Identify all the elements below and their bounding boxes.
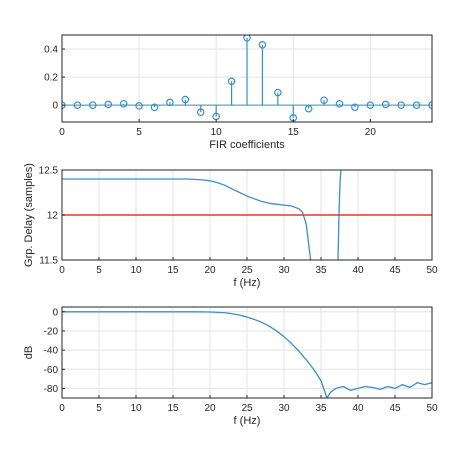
fir-x-tick-label: 10 (211, 127, 223, 138)
fir-stem-marker (135, 102, 143, 110)
magnitude-series-line-0 (62, 311, 432, 398)
grpdelay-x-tick-label: 20 (204, 265, 216, 276)
fir-y-tick-label: 0.4 (44, 45, 58, 56)
magnitude-x-tick-label: 35 (315, 403, 327, 414)
fir-coefficients-axes: 0 5 10 15 20 0 0.2 0.4 FIR coefficients (44, 34, 433, 151)
fir-y-tick-label: 0.2 (44, 73, 58, 84)
magnitude-y-tick-label: -20 (44, 326, 59, 337)
grpdelay-x-tick-label: 45 (389, 265, 401, 276)
fir-data (62, 35, 432, 122)
grpdelay-y-tick-label: 12.5 (39, 166, 59, 177)
fir-y-tick-label: 0 (52, 101, 58, 112)
grpdelay-y-tick-label: 11.5 (39, 256, 58, 267)
fir-axes-box (61, 34, 433, 123)
magnitude-x-tick-label: 0 (59, 403, 65, 414)
grpdelay-x-tick-label: 40 (352, 265, 364, 276)
grpdelay-series-line-0 (62, 178, 312, 260)
fir-x-tick-label: 20 (365, 127, 377, 138)
fir-stem-marker (62, 101, 66, 109)
grpdelay-series-line-1 (337, 170, 342, 260)
grpdelay-x-tick-label: 5 (96, 265, 102, 276)
fir-stem-marker (119, 99, 128, 108)
fir-stem-marker (366, 101, 375, 109)
fir-stem-marker (258, 41, 267, 49)
fir-stem-marker (412, 101, 421, 109)
magnitude-x-tick-label: 40 (352, 403, 364, 414)
fir-x-tick-label: 5 (136, 127, 142, 138)
fir-stem-marker (381, 100, 390, 109)
fir-stem-marker (227, 77, 236, 86)
magnitude-x-axis-label: f (Hz) (234, 415, 261, 427)
fir-stem-marker (104, 100, 113, 109)
fir-stem-marker (150, 103, 159, 112)
grpdelay-x-tick-label: 50 (426, 265, 438, 276)
fir-stem-marker (166, 98, 174, 107)
grpdelay-data (62, 170, 432, 260)
magnitude-x-tick-label: 15 (167, 403, 179, 414)
fir-x-axis-label: FIR coefficients (209, 139, 285, 151)
fir-stem-marker (181, 95, 190, 104)
grpdelay-x-axis-label: f (Hz) (234, 277, 261, 289)
magnitude-x-tick-label: 30 (278, 403, 290, 414)
magnitude-y-tick-label: -80 (44, 384, 59, 395)
magnitude-y-tick-label: -40 (44, 346, 59, 357)
magnitude-x-tick-label: 5 (96, 403, 102, 414)
fir-stem-marker (304, 104, 313, 113)
fir-stem-marker (73, 101, 82, 109)
fir-x-tick-label: 0 (59, 127, 65, 138)
grpdelay-x-tick-label: 0 (59, 265, 65, 276)
magnitude-x-tick-label: 10 (130, 403, 142, 414)
magnitude-x-tick-label: 20 (204, 403, 216, 414)
grpdelay-x-tick-label: 10 (130, 265, 142, 276)
fir-stem-marker (89, 101, 97, 109)
grpdelay-y-tick-label: 12 (47, 211, 59, 222)
magnitude-y-axis-label: dB (23, 346, 35, 359)
fir-stem-marker (335, 99, 344, 108)
group-delay-axes: 0 5 10 15 20 25 30 35 40 45 50 11.5 12 12.5 f (Hz) Grp.… (23, 163, 438, 289)
magnitude-x-tick-label: 45 (389, 403, 401, 414)
grpdelay-x-tick-label: 25 (241, 265, 253, 276)
magnitude-x-tick-label: 50 (426, 403, 438, 414)
fir-x-tick-label: 15 (288, 127, 300, 138)
magnitude-x-tick-label: 25 (241, 403, 253, 414)
magnitude-data (62, 311, 432, 398)
fir-stem-marker (196, 108, 205, 116)
fir-stem-marker (397, 101, 405, 109)
grpdelay-x-tick-label: 15 (167, 265, 179, 276)
magnitude-y-tick-label: -60 (44, 365, 59, 376)
fir-stem-marker (320, 96, 328, 105)
fir-stem-marker (351, 103, 359, 112)
fir-stem-marker (274, 88, 282, 97)
magnitude-response-axes: 0 5 10 15 20 25 30 35 40 45 50 0 -20 -40 -60 -80 f (Hz) d… (23, 306, 438, 427)
grpdelay-x-tick-label: 30 (278, 265, 290, 276)
fir-stem-marker (243, 35, 251, 42)
magnitude-y-tick-label: 0 (52, 307, 58, 318)
grpdelay-y-axis-label: Grp. Delay (samples) (23, 163, 35, 267)
grpdelay-x-tick-label: 35 (315, 265, 327, 276)
